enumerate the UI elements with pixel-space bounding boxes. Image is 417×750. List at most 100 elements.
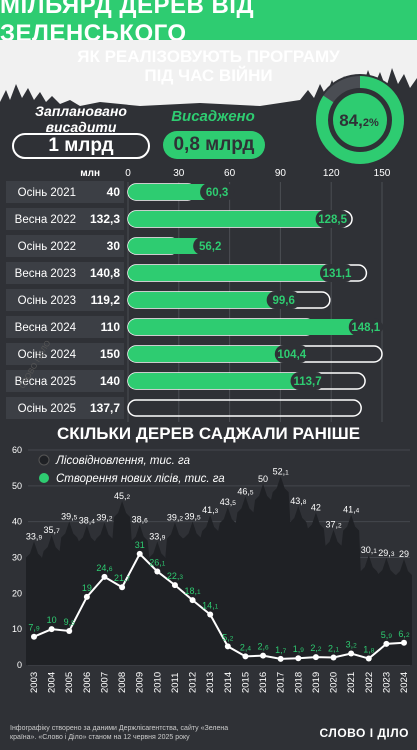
reforestation-value-label: 38,6 — [132, 515, 149, 525]
planted-label-bg — [290, 372, 325, 390]
row-band — [6, 397, 124, 419]
reforestation-value-label: 45,2 — [114, 491, 131, 501]
x-tick-label: 0 — [125, 168, 131, 179]
subtitle-line2: ПІД ЧАС ВІЙНИ — [144, 66, 273, 85]
new-forest-point — [189, 597, 196, 604]
new-forest-point — [224, 643, 231, 650]
planted-value-label: 56,2 — [199, 241, 221, 253]
x-tick-label: 2019 — [311, 672, 322, 693]
donut-percent: 84,2% — [339, 111, 379, 130]
planted-bar — [128, 265, 350, 281]
new-forest-value-label: 5,2 — [222, 632, 234, 642]
reforestation-value-label: 52,1 — [273, 466, 290, 476]
reforestation-value-label: 39,2 — [96, 513, 113, 523]
new-forest-value-label: 2,6 — [257, 642, 269, 652]
x-tick-label: 2020 — [329, 672, 340, 693]
new-forest-point — [260, 652, 267, 659]
x-tick-label: 2014 — [223, 672, 234, 693]
subtitle: ЯК РЕАЛІЗОВУЮТЬ ПРОГРАМУ ПІД ЧАС ВІЙНИ — [0, 47, 417, 85]
planted-value-label: 128,5 — [318, 214, 347, 226]
planted-value-label: 99,6 — [272, 295, 294, 307]
reforestation-value-label: 39,5 — [185, 511, 202, 521]
planted-bar — [128, 319, 379, 335]
new-forest-point — [101, 573, 108, 580]
new-forest-value-label: 2,4 — [240, 642, 252, 652]
reforestation-value-label: 41,3 — [202, 505, 219, 515]
new-forest-point — [31, 633, 37, 640]
new-forest-value-label: 7,9 — [28, 623, 40, 633]
planted-value: 0,8 млрд — [163, 131, 265, 159]
reforestation-value-label: 35,7 — [44, 525, 61, 535]
y-tick-label: 20 — [12, 588, 22, 598]
new-forest-value-label: 1,9 — [293, 644, 305, 654]
planted-value-label: 60,3 — [206, 187, 228, 199]
new-forest-point — [136, 550, 143, 557]
planned-bar — [127, 399, 362, 417]
brand-logo: СЛОВО І ДІЛО — [319, 726, 409, 740]
category-label: Осінь 2023 — [18, 295, 76, 307]
forest-silhouette — [0, 40, 417, 140]
x-tick-label: 2009 — [135, 672, 146, 693]
x-tick-label: 2004 — [47, 672, 58, 693]
planted-bar — [128, 373, 321, 389]
row-band — [6, 316, 124, 338]
new-forest-value-label: 1,8 — [363, 645, 375, 655]
x-tick-label: 2017 — [276, 672, 287, 693]
planned-value-label: 40 — [107, 185, 121, 199]
planted-label-bg — [200, 183, 235, 201]
y-tick-label: 10 — [12, 624, 22, 634]
x-tick-label: 2015 — [240, 672, 251, 693]
x-tick-label: 30 — [173, 168, 185, 179]
planted-bar — [128, 211, 346, 227]
category-label: Весна 2022 — [15, 214, 76, 226]
planned-value-label: 140,8 — [90, 266, 120, 280]
new-forest-line — [33, 552, 405, 660]
planted-label-bg — [348, 318, 383, 336]
category-label: Весна 2023 — [15, 268, 76, 280]
planned-label-line2: висадити — [45, 119, 117, 135]
reforestation-value-label: 33,9 — [149, 532, 166, 542]
row-band — [6, 208, 124, 230]
planted-bar — [128, 292, 297, 308]
category-label: Весна 2024 — [15, 322, 77, 334]
x-tick-label: 2024 — [399, 672, 410, 693]
donut-arc — [316, 76, 404, 164]
new-forest-point — [295, 655, 302, 662]
y-tick-label: 60 — [12, 445, 22, 455]
planted-value-label: 113,7 — [293, 376, 321, 388]
planned-value-label: 30 — [107, 239, 121, 253]
new-forest-value-label: 21,7 — [114, 573, 131, 583]
planted-label-bg — [315, 210, 350, 228]
planted-label-bg — [193, 237, 228, 255]
subtitle-line1: ЯК РЕАЛІЗОВУЮТЬ ПРОГРАМУ — [77, 47, 340, 66]
percent-donut: 84,2% — [314, 74, 406, 166]
new-forest-point — [312, 654, 319, 661]
x-tick-label: 2010 — [152, 672, 163, 693]
new-forest-point — [401, 639, 407, 646]
new-forest-value-label: 9,5 — [64, 617, 76, 627]
reforestation-value-label: 29 — [399, 549, 409, 559]
y-tick-label: 0 — [17, 660, 22, 670]
section2-title: СКІЛЬКИ ДЕРЕВ САДЖАЛИ РАНІШЕ — [56, 424, 361, 443]
planned-label: Заплановано висадити — [12, 103, 150, 135]
category-label: Осінь 2024 — [18, 349, 77, 361]
x-tick-label: 2022 — [364, 672, 375, 693]
reforestation-value-label: 29,3 — [378, 548, 395, 558]
legend-label: Лісовідновлення, тис. га — [55, 455, 190, 467]
planned-value-label: 119,2 — [91, 293, 121, 307]
reforestation-value-label: 50 — [258, 474, 268, 484]
planned-value: 1 млрд — [12, 133, 150, 159]
row-band — [6, 343, 124, 365]
new-forest-value-label: 5,9 — [381, 630, 393, 640]
planted-label-bg — [266, 291, 301, 309]
reforestation-value-label: 43,5 — [220, 497, 237, 507]
planted-bar — [128, 346, 305, 362]
x-tick-label: 2016 — [258, 672, 269, 693]
new-forest-value-label: 26,1 — [149, 557, 166, 567]
footer-line1: Інфографіку створено за даними Держлісаг… — [10, 725, 229, 732]
new-forest-value-label: 24,6 — [96, 563, 113, 573]
new-forest-value-label: 2,1 — [328, 643, 340, 653]
x-tick-label: 2021 — [346, 672, 357, 693]
new-forest-point — [48, 626, 55, 633]
x-tick-label: 2006 — [82, 672, 93, 693]
